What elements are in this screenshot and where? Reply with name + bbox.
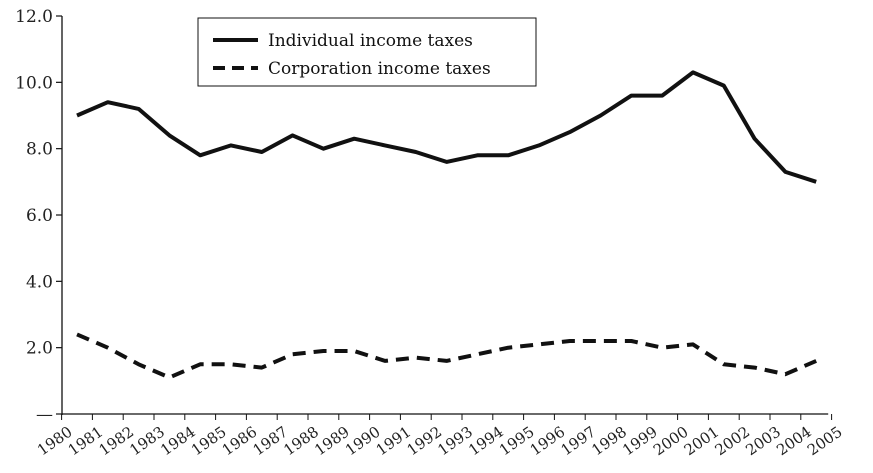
y-tick-label: 2.0 bbox=[26, 339, 53, 359]
legend-box bbox=[197, 17, 537, 87]
legend-label-individual: Individual income taxes bbox=[268, 31, 473, 51]
y-tick-label: 6.0 bbox=[26, 206, 53, 226]
y-tick-label: 10.0 bbox=[15, 73, 53, 93]
x-tick-label: 2005 bbox=[804, 423, 846, 460]
y-tick-label: 4.0 bbox=[26, 272, 53, 292]
y-tick-label: 8.0 bbox=[26, 140, 53, 160]
series-lines bbox=[76, 70, 817, 380]
y-axis-ticks: — 2.0 4.0 6.0 8.0 10.0 12.0 bbox=[15, 7, 62, 425]
series-line-individual bbox=[76, 70, 817, 184]
x-axis-ticks: 1980198119821983198419851986198719881989… bbox=[34, 414, 846, 459]
y-tick-label: — bbox=[36, 405, 53, 425]
legend-label-corporation: Corporation income taxes bbox=[268, 59, 491, 79]
y-tick-label: 12.0 bbox=[15, 7, 53, 27]
series-line-corporation bbox=[76, 332, 817, 380]
legend: Individual income taxes Corporation inco… bbox=[197, 17, 537, 87]
